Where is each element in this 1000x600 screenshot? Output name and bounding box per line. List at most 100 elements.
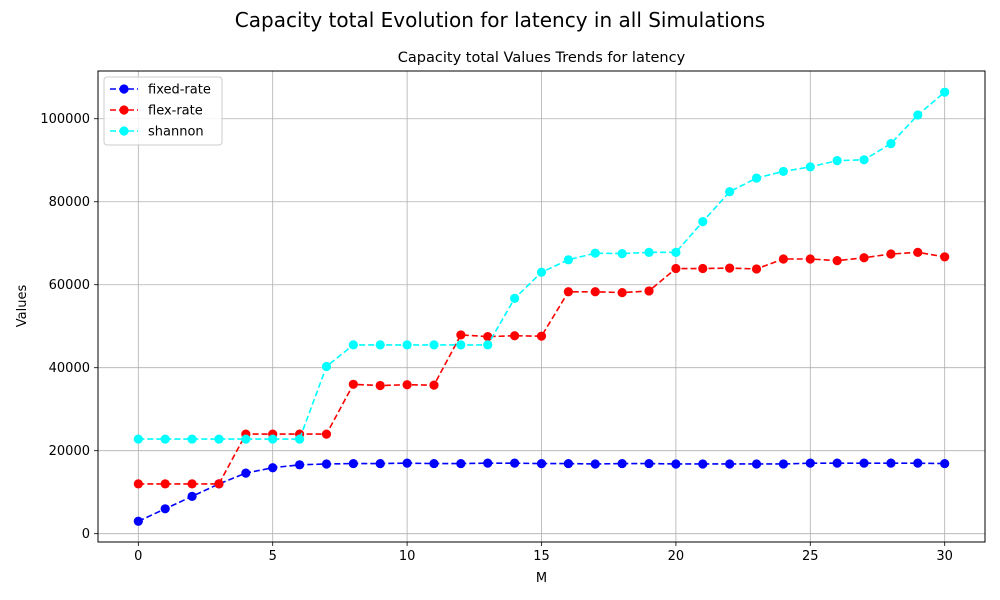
- data-point-shannon: [536, 267, 547, 277]
- data-point-fixed-rate: [805, 458, 815, 468]
- data-point-shannon: [214, 434, 224, 444]
- legend-item-fixed-rate: fixed-rate: [110, 83, 211, 98]
- data-point-fixed-rate: [940, 458, 950, 469]
- y-tick-label: 0: [82, 527, 90, 542]
- series-fixed-rate: [133, 458, 950, 526]
- data-point-fixed-rate: [671, 459, 681, 469]
- data-point-flex-rate: [510, 331, 520, 341]
- data-point-fixed-rate: [510, 458, 520, 468]
- data-point-flex-rate: [671, 263, 681, 274]
- legend-marker-flex-rate: [119, 105, 129, 115]
- data-point-flex-rate: [859, 253, 869, 263]
- data-point-shannon: [832, 156, 842, 166]
- data-point-fixed-rate: [563, 458, 573, 469]
- data-point-shannon: [805, 162, 815, 172]
- data-point-flex-rate: [778, 254, 789, 264]
- data-point-fixed-rate: [913, 458, 923, 468]
- data-point-fixed-rate: [698, 459, 708, 469]
- series-shannon: [133, 87, 950, 444]
- data-point-shannon: [617, 248, 627, 259]
- data-point-flex-rate: [563, 287, 573, 297]
- data-point-fixed-rate: [429, 458, 439, 469]
- legend: fixed-rate flex-rate shannon: [103, 76, 223, 146]
- data-point-fixed-rate: [456, 458, 466, 469]
- figure-suptitle: Capacity total Evolution for latency in …: [234, 8, 766, 32]
- data-point-fixed-rate: [778, 459, 789, 469]
- data-point-fixed-rate: [751, 459, 762, 469]
- data-point-shannon: [590, 248, 600, 258]
- y-tick-label: 40000: [49, 361, 90, 376]
- data-point-fixed-rate: [590, 459, 600, 469]
- data-point-shannon: [671, 247, 681, 257]
- data-point-flex-rate: [751, 264, 762, 274]
- legend-marker-shannon: [119, 126, 129, 136]
- data-point-fixed-rate: [402, 458, 412, 468]
- data-point-shannon: [859, 155, 869, 165]
- data-point-flex-rate: [187, 479, 197, 489]
- data-point-flex-rate: [725, 263, 735, 273]
- data-point-shannon: [187, 434, 197, 444]
- x-tick-label: 30: [936, 549, 953, 564]
- data-point-flex-rate: [590, 287, 600, 297]
- data-point-fixed-rate: [268, 463, 278, 473]
- data-point-shannon: [133, 434, 143, 444]
- data-point-fixed-rate: [133, 516, 143, 526]
- x-tick-label: 20: [668, 549, 685, 564]
- data-point-fixed-rate: [886, 458, 896, 468]
- legend-box: [103, 76, 223, 146]
- data-point-fixed-rate: [187, 491, 197, 501]
- legend-label-flex-rate: flex-rate: [148, 104, 203, 119]
- legend-item-shannon: shannon: [110, 125, 204, 140]
- data-point-fixed-rate: [294, 460, 305, 470]
- data-point-flex-rate: [375, 380, 385, 391]
- data-point-shannon: [778, 166, 789, 177]
- data-point-fixed-rate: [483, 458, 493, 468]
- x-tick-label: 10: [399, 549, 416, 564]
- data-point-flex-rate: [456, 330, 466, 340]
- data-point-flex-rate: [402, 380, 412, 390]
- data-point-fixed-rate: [832, 458, 842, 468]
- data-point-flex-rate: [832, 256, 842, 266]
- data-point-shannon: [294, 434, 305, 444]
- x-tick-label: 25: [802, 549, 819, 564]
- data-point-shannon: [563, 255, 573, 265]
- y-tick-label: 60000: [49, 278, 90, 293]
- data-point-flex-rate: [348, 379, 358, 389]
- y-tick-label: 80000: [49, 195, 90, 210]
- legend-item-flex-rate: flex-rate: [110, 104, 203, 119]
- data-point-shannon: [348, 340, 358, 350]
- data-point-flex-rate: [644, 286, 654, 296]
- data-point-shannon: [456, 340, 466, 350]
- data-point-flex-rate: [214, 479, 224, 489]
- legend-marker-fixed-rate: [119, 84, 129, 94]
- axis-ticks: 0 5 10 15 20 25 30 0 20000 40000 60000 80000 100000: [40, 112, 953, 564]
- data-point-shannon: [483, 340, 493, 350]
- data-point-shannon: [375, 340, 385, 350]
- data-point-shannon: [160, 434, 170, 444]
- data-point-fixed-rate: [375, 458, 385, 469]
- data-point-flex-rate: [536, 331, 547, 341]
- y-tick-label: 20000: [49, 444, 90, 459]
- data-point-shannon: [268, 434, 278, 444]
- data-point-fixed-rate: [725, 459, 735, 469]
- data-point-fixed-rate: [348, 458, 358, 469]
- data-point-flex-rate: [940, 252, 950, 262]
- data-point-shannon: [886, 139, 896, 149]
- data-point-shannon: [321, 361, 332, 372]
- y-tick-label: 100000: [40, 112, 90, 127]
- data-point-fixed-rate: [536, 458, 547, 469]
- x-tick-label: 15: [533, 549, 550, 564]
- data-point-shannon: [913, 110, 923, 120]
- data-point-flex-rate: [617, 287, 627, 298]
- data-point-flex-rate: [483, 331, 493, 342]
- data-point-shannon: [644, 247, 654, 257]
- data-point-flex-rate: [133, 479, 143, 489]
- data-point-flex-rate: [160, 479, 170, 489]
- data-point-fixed-rate: [321, 459, 332, 469]
- legend-label-fixed-rate: fixed-rate: [148, 83, 211, 98]
- data-point-shannon: [402, 340, 412, 350]
- data-point-fixed-rate: [241, 468, 251, 478]
- data-point-shannon: [940, 87, 950, 97]
- data-point-flex-rate: [886, 249, 896, 259]
